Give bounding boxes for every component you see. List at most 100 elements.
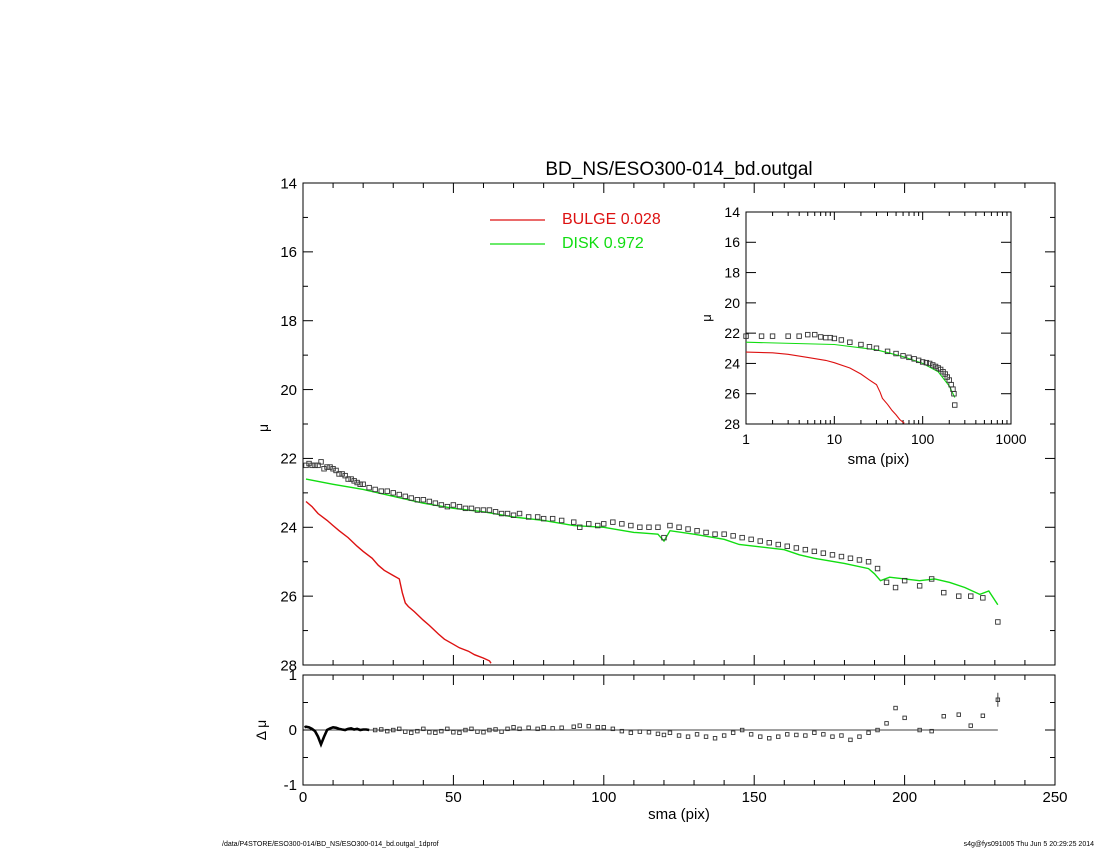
inset-data-point (866, 344, 873, 350)
main-data-point (586, 521, 592, 527)
residual-data-point (628, 730, 634, 735)
main-y-tick-label: 20 (280, 382, 297, 399)
residual-data-point (550, 726, 555, 731)
inset-data-point (930, 362, 936, 368)
inset-data-point (838, 337, 845, 343)
residual-data-point (685, 734, 691, 739)
residual-data-point (721, 733, 727, 738)
residual-data-point (703, 734, 709, 739)
residual-data-point (559, 725, 564, 730)
main-data-point (438, 502, 445, 508)
main-data-point (549, 515, 556, 522)
main-data-point (667, 522, 673, 529)
main-data-point (510, 512, 517, 518)
residual-data-point (463, 727, 468, 733)
main-y-tick-label: 14 (280, 175, 297, 192)
main-data-point (757, 538, 763, 544)
main-data-point (354, 479, 360, 486)
main-data-point (357, 481, 363, 487)
residual-data-point (541, 725, 546, 730)
main-data-point (619, 521, 625, 527)
inset-x-tick-label: 100 (911, 431, 935, 447)
inset-log-profile-panel: 14 16 18 20 22 24 26 281 10 100 1000 sma (pix) μ (699, 204, 1027, 468)
inset-data-point (926, 360, 933, 367)
main-data-point (534, 514, 541, 520)
main-data-point (390, 490, 396, 496)
main-data-point (721, 531, 727, 537)
main-data-point (366, 484, 372, 491)
footer-file-path: /data/P4STORE/ESO300-014/BD_NS/ESO300-01… (222, 841, 439, 848)
inset-data-point (900, 353, 906, 359)
main-data-point (892, 584, 899, 591)
main-data-point (676, 524, 682, 530)
residual-data-point (601, 725, 606, 730)
residual-data-point (884, 721, 889, 726)
residual-data-point (857, 734, 862, 739)
residual-data-point (439, 728, 444, 734)
main-data-point (444, 503, 451, 510)
main-data-point (775, 541, 781, 548)
inset-series-line (745, 351, 905, 424)
main-y-tick-label: 24 (280, 520, 297, 537)
main-y-tick-label: 26 (280, 588, 297, 605)
residual-data-point (941, 714, 946, 719)
main-data-point (941, 589, 947, 596)
inset-data-point (743, 333, 749, 339)
main-data-point (345, 476, 351, 482)
main-y-tick-label: 16 (280, 244, 297, 261)
inset-x-tick-label: 1 (742, 431, 750, 447)
residual-data-point (433, 730, 438, 735)
main-y-tick-label: 22 (280, 451, 297, 468)
x-tick-label: 50 (445, 789, 462, 806)
inset-y-tick-label: 14 (724, 204, 740, 220)
residual-data-point (803, 733, 808, 738)
main-data-point (838, 553, 845, 560)
main-data-point (766, 540, 772, 546)
main-data-point (339, 471, 345, 477)
inset-y-tick-label: 22 (724, 325, 740, 341)
main-data-point (730, 533, 736, 539)
main-data-point (351, 478, 357, 484)
main-data-point (468, 505, 475, 512)
main-data-point (712, 531, 718, 537)
main-data-point (685, 526, 691, 532)
x-tick-label: 150 (742, 789, 767, 806)
inset-data-point (812, 331, 818, 338)
main-data-point (516, 510, 523, 517)
residual-y-tick-label: -1 (284, 777, 297, 794)
main-data-point (309, 462, 315, 469)
main-data-point (312, 462, 318, 469)
main-data-point (995, 619, 1001, 625)
residual-data-point (499, 729, 504, 734)
residual-data-point (535, 726, 540, 732)
residual-data-point (415, 728, 420, 734)
main-data-point (327, 464, 333, 470)
main-data-point (802, 546, 809, 553)
main-data-point (378, 488, 384, 494)
x-tick-label: 100 (591, 789, 616, 806)
inset-data-point (785, 333, 791, 339)
residual-data-point (526, 725, 531, 730)
main-data-point (384, 488, 390, 494)
residual-data-point (397, 726, 402, 732)
residual-data-point (409, 730, 414, 735)
main-data-point (793, 545, 800, 551)
inset-background (746, 212, 1011, 424)
inset-y-tick-label: 16 (724, 234, 740, 250)
main-data-point (865, 559, 872, 565)
residual-data-point (694, 732, 700, 737)
legend-label: DISK 0.972 (562, 235, 644, 252)
main-data-point (486, 507, 493, 513)
main-data-point (856, 557, 863, 563)
residual-data-point (712, 736, 718, 741)
inset-data-point (817, 334, 824, 340)
main-data-point (577, 524, 583, 530)
main-data-point (342, 472, 348, 479)
main-data-point (456, 503, 463, 510)
inset-data-point (932, 363, 939, 370)
residual-data-point (379, 727, 384, 732)
main-data-point (928, 576, 935, 582)
residual-data-point (830, 734, 835, 739)
residual-data-point (517, 726, 522, 732)
